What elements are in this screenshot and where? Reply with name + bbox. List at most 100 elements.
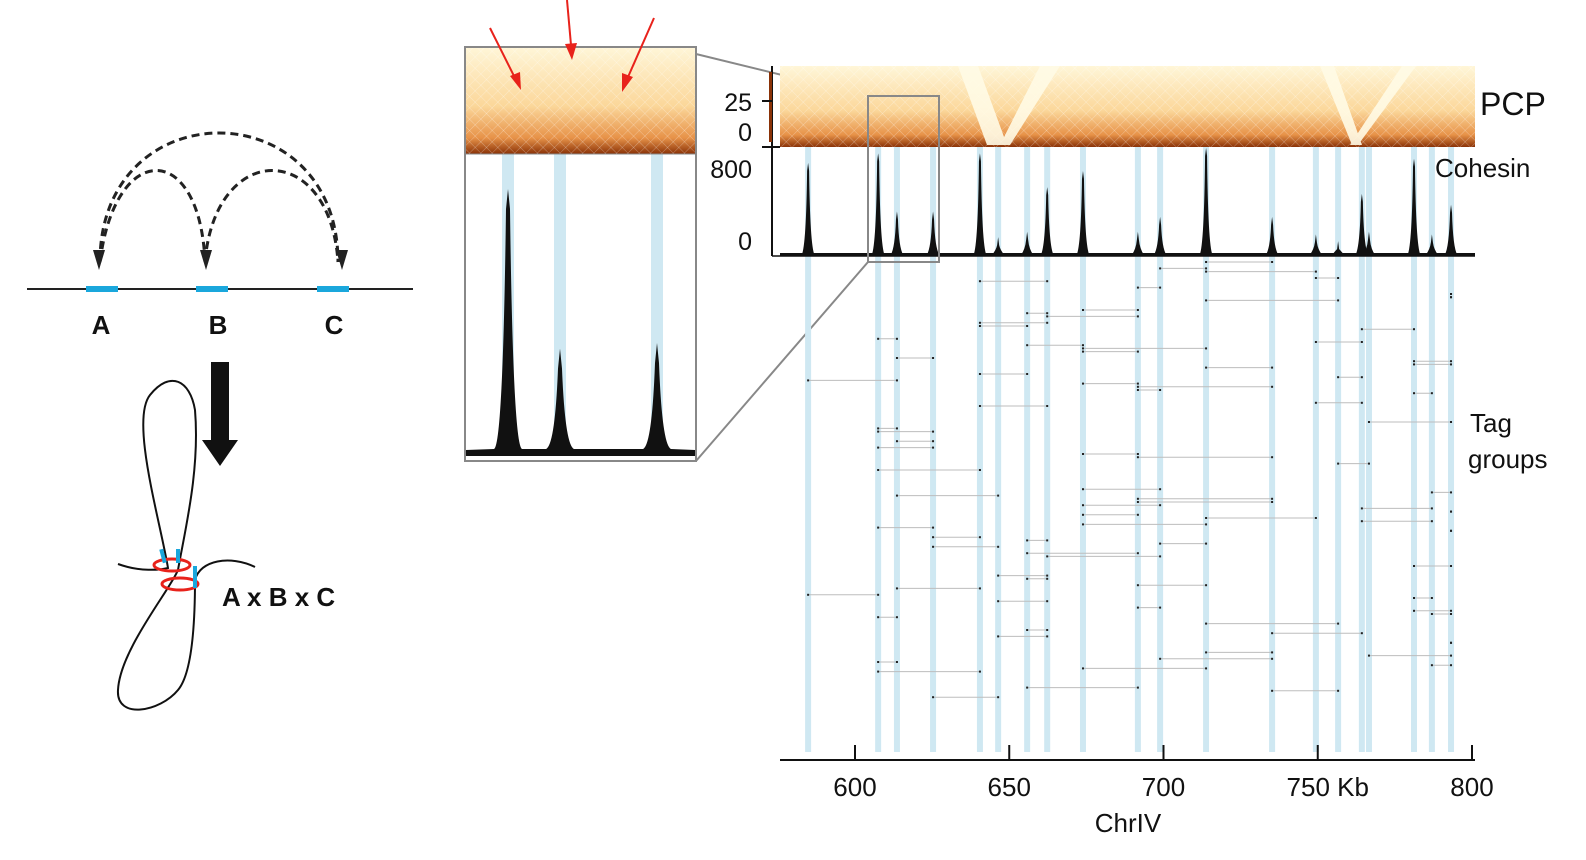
tag-point (932, 536, 935, 539)
tag-point (1413, 609, 1416, 612)
tag-point (1413, 392, 1416, 395)
inset-band (554, 154, 566, 454)
inset-frame (464, 46, 697, 462)
arc-a-c (98, 131, 340, 263)
tag-point (1159, 657, 1162, 660)
tag-point (1413, 565, 1416, 567)
locus-b-bound (176, 549, 180, 563)
cohesin-site-band (1044, 147, 1051, 752)
tag-point (895, 357, 898, 359)
tag-point (1450, 654, 1453, 657)
tag-point (1337, 689, 1340, 692)
tag-point (1136, 453, 1139, 455)
complex-label: A x B x C (222, 582, 335, 612)
tag-point (1314, 401, 1317, 404)
tag-point (1450, 565, 1453, 567)
tag-point (895, 440, 898, 443)
tag-point (1337, 299, 1340, 302)
tag-point (1136, 686, 1139, 689)
tag-point (895, 587, 898, 590)
locus-b (196, 286, 228, 292)
tag-point (1205, 622, 1208, 625)
tag-point (978, 405, 981, 407)
arc-a-b (98, 169, 207, 263)
tag-point (1081, 453, 1084, 455)
red-arrow-icon (510, 72, 521, 90)
tag-point (1159, 488, 1162, 491)
cohesin-site-band (1203, 147, 1210, 752)
locus-c-bound (193, 566, 197, 588)
tag-point (1046, 555, 1049, 558)
x-tick-label: 800 (1450, 772, 1493, 802)
tag-point (1046, 280, 1049, 283)
tag-point (1159, 286, 1162, 289)
cohesin-peak (889, 211, 904, 256)
cohesin-site-band (976, 147, 983, 752)
tag-point (1450, 529, 1453, 532)
tag-point (978, 325, 981, 327)
tag-point (877, 469, 880, 471)
cohesin-site-band (893, 147, 900, 752)
tag-point (1136, 309, 1139, 311)
cohesin-peak (1361, 231, 1376, 256)
tag-point (1271, 651, 1274, 654)
pcp-tick-25: 25 (724, 89, 752, 117)
tag-point (1136, 385, 1139, 388)
tag-point (1314, 517, 1317, 519)
red-arrow-icon (565, 43, 577, 60)
tag-point (877, 616, 880, 619)
tag-point (997, 600, 1000, 603)
tag-point (1046, 405, 1049, 407)
colorbar (769, 72, 772, 142)
tag-point (1430, 507, 1433, 510)
tag-point (1450, 664, 1453, 667)
tag-point (1136, 606, 1139, 609)
cohesin-site-band (1448, 147, 1455, 752)
locus-label-b: B (209, 310, 228, 340)
locus-label-a: A (92, 310, 111, 340)
tag-point (932, 696, 935, 699)
x-tick-label: 750 Kb (1287, 772, 1369, 802)
tag-point (1367, 462, 1370, 465)
cohesin-peak (1308, 234, 1323, 256)
x-tick-label: 700 (1142, 772, 1185, 802)
tag-point (1136, 389, 1139, 391)
tag-point (807, 379, 810, 382)
cohesin-peak (1075, 170, 1090, 256)
tag-point (978, 587, 981, 590)
tag-point (1136, 584, 1139, 587)
cohesin-site-band (995, 147, 1002, 752)
tag-point (1046, 321, 1049, 324)
tag-point (1159, 389, 1162, 391)
tag-point (1450, 363, 1453, 366)
tag-point (1205, 542, 1208, 545)
tag-point (932, 446, 935, 449)
tag-point (1360, 341, 1363, 343)
zoom-inset (464, 0, 869, 462)
cohesin-peak (1407, 158, 1422, 256)
tag-point (1136, 513, 1139, 516)
tag-point (978, 321, 981, 324)
tag-point (978, 469, 981, 471)
tag-point (1046, 539, 1049, 542)
tag-point (1026, 577, 1029, 580)
cohesin-site-band (1335, 147, 1342, 752)
tag-point (1367, 654, 1370, 657)
tag-point (1205, 584, 1208, 587)
cohesin-peak (871, 153, 886, 256)
cohesin-peak (1040, 187, 1055, 256)
tag-point (1205, 523, 1208, 526)
tag-point (1430, 613, 1433, 615)
x-tick-label: 600 (833, 772, 876, 802)
tag-point (1081, 667, 1084, 670)
tag-point (1337, 277, 1340, 279)
down-arrow-icon (202, 362, 238, 466)
tag-point (1314, 277, 1317, 279)
tag-point (1450, 293, 1453, 295)
tag-point (1046, 312, 1049, 315)
schematic-panel: A B C A x B x C (27, 131, 413, 711)
locus-a (86, 286, 118, 292)
tag-point (1136, 456, 1139, 459)
tag-point (997, 574, 1000, 577)
tag-point (877, 670, 880, 673)
